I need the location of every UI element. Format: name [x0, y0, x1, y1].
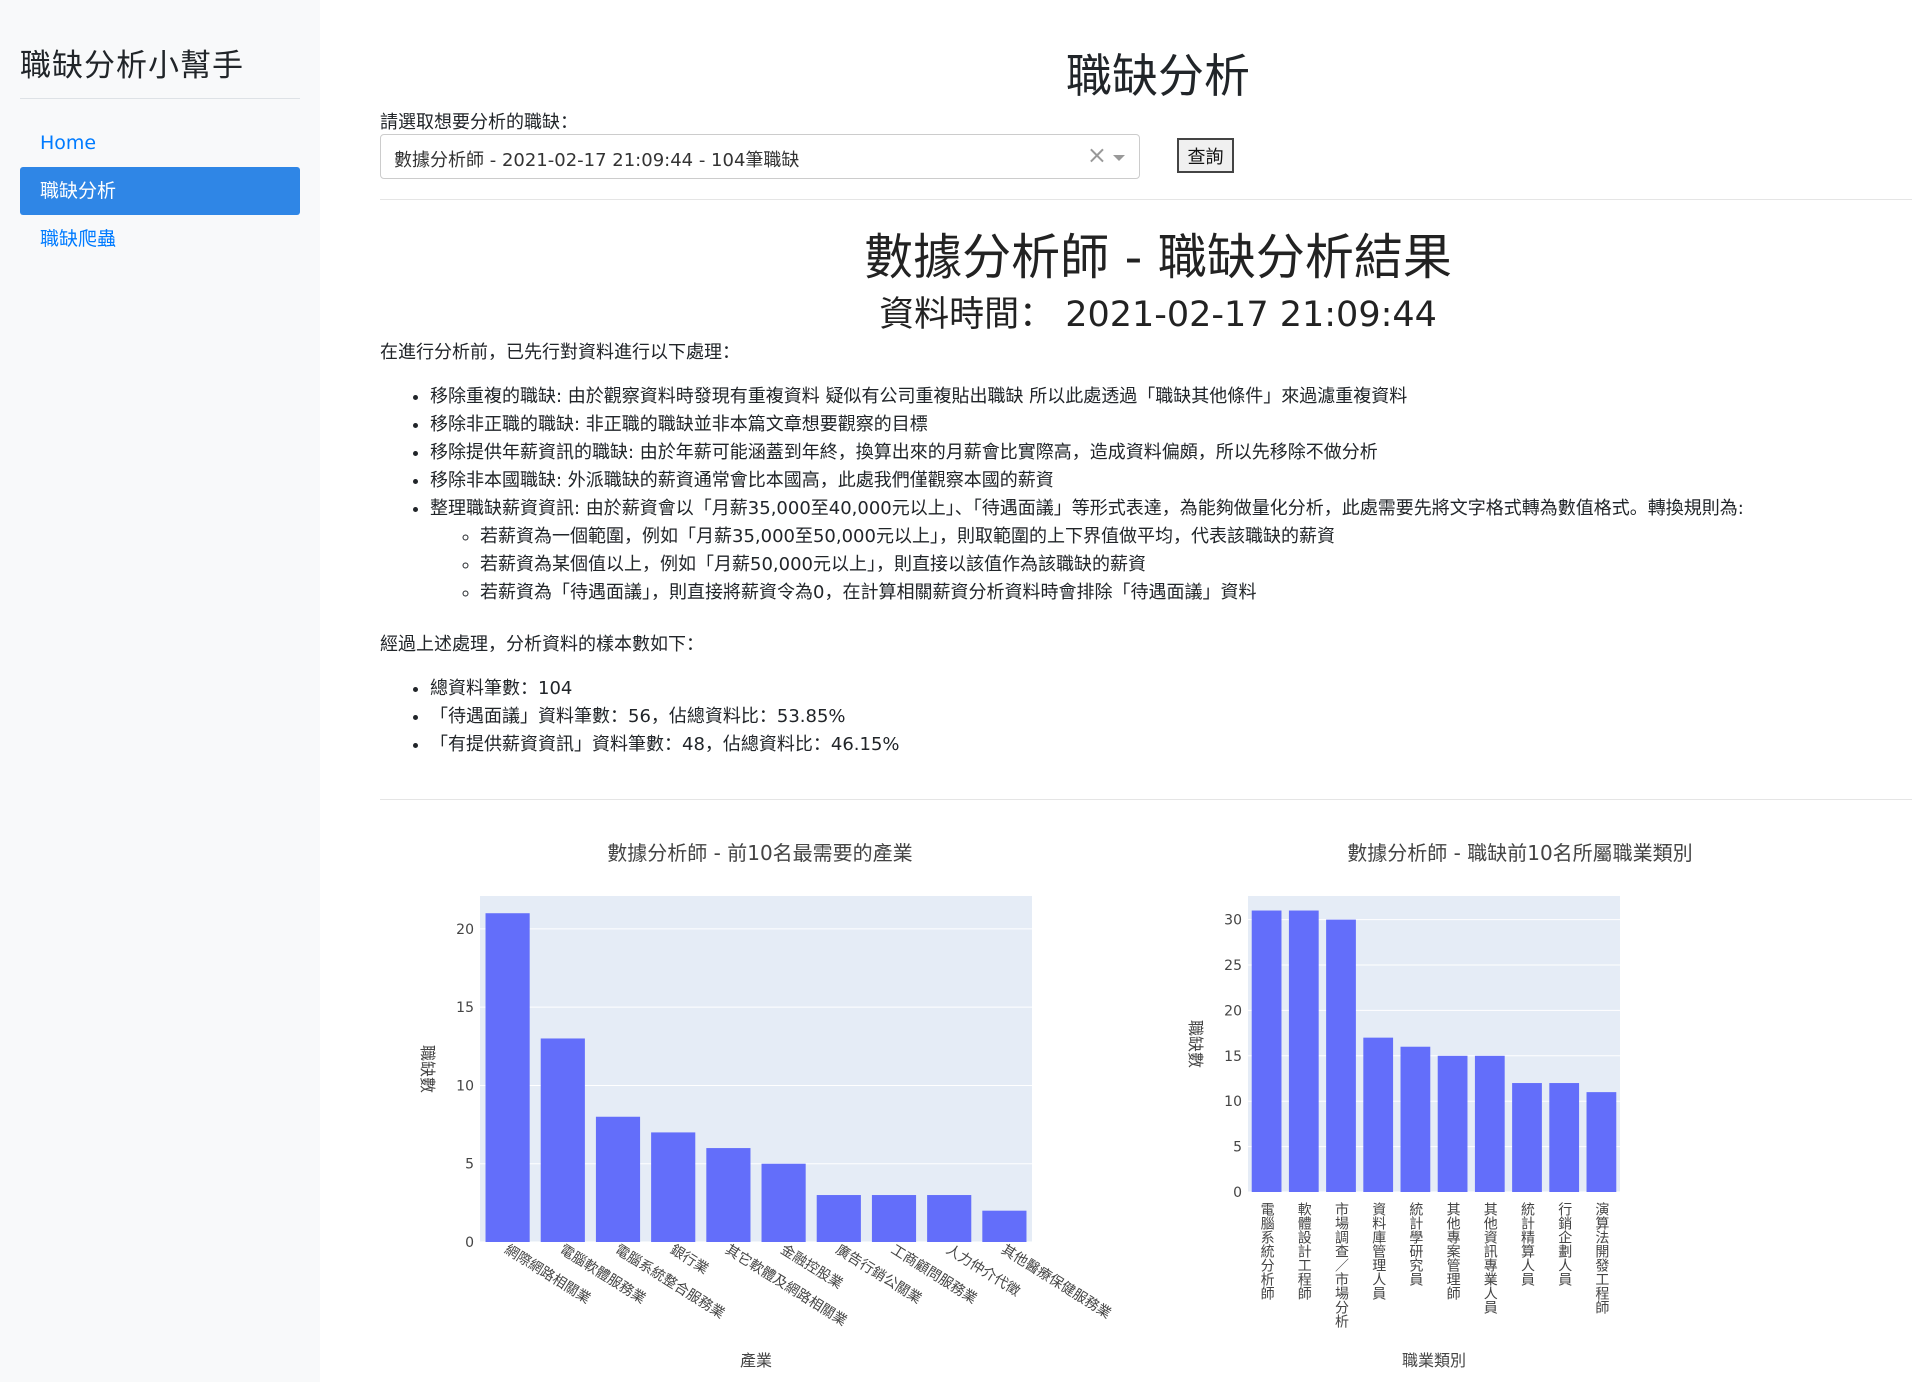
bar — [706, 1148, 751, 1242]
bar — [485, 913, 530, 1242]
sidebar-item-job-crawler[interactable]: 職缺爬蟲 — [40, 228, 117, 250]
x-tick-label: 其他資訊專業人員 — [1482, 1202, 1498, 1314]
sidebar-item-job-analysis[interactable]: 職缺分析 — [20, 167, 300, 215]
x-axis-label: 職業類別 — [1402, 1351, 1466, 1370]
x-tick-label: 資料庫管理人員 — [1370, 1202, 1386, 1300]
page-title: 職缺分析 — [1066, 49, 1250, 103]
y-tick-label: 20 — [456, 922, 474, 938]
x-tick-label: 市場調查／市場分析 — [1333, 1201, 1349, 1328]
list-item: 移除非本國職缺: 外派職缺的薪資通常會比本國高，此處我們僅觀察本國的薪資 — [430, 467, 1744, 495]
y-tick-label: 10 — [456, 1078, 474, 1094]
sidebar: 職缺分析小幫手 Home 職缺分析 職缺爬蟲 — [0, 0, 320, 1382]
intro-text: 在進行分析前，已先行對資料進行以下處理： — [380, 342, 740, 363]
bar — [1512, 1083, 1542, 1192]
y-tick-label: 30 — [1224, 913, 1242, 929]
job-select-value: 數據分析師 - 2021-02-17 21:09:44 - 104筆職缺 — [394, 150, 800, 171]
bar — [1586, 1092, 1617, 1192]
list-item: 移除提供年薪資訊的職缺: 由於年薪可能涵蓋到年終，換算出來的月薪會比實際高，造成… — [430, 439, 1744, 467]
y-tick-label: 15 — [1224, 1049, 1242, 1065]
y-axis-label: 職缺數 — [418, 1045, 437, 1093]
bar — [1400, 1046, 1431, 1192]
x-axis-label: 產業 — [740, 1351, 772, 1370]
bar — [816, 1195, 861, 1242]
bar — [1288, 910, 1319, 1192]
bar — [761, 1163, 806, 1242]
bar — [595, 1116, 641, 1242]
conversion-rules-list: 若薪資為一個範圍，例如「月薪35,000至50,000元以上」，則取範圍的上下界… — [480, 523, 1744, 607]
bar — [1326, 919, 1356, 1192]
clear-icon[interactable]: × — [1086, 141, 1107, 169]
y-tick-label: 5 — [1233, 1140, 1242, 1156]
x-tick-label: 銀行業 — [667, 1242, 711, 1278]
list-item: 整理職缺薪資資訊: 由於薪資會以「月薪35,000至40,000元以上」、「待遇… — [430, 495, 1744, 603]
x-tick-label: 統計精算人員 — [1519, 1202, 1535, 1286]
bar — [1437, 1055, 1468, 1192]
y-tick-label: 0 — [1233, 1185, 1242, 1201]
bar — [1251, 910, 1282, 1192]
main-content: 職缺分析 請選取想要分析的職缺： 數據分析師 - 2021-02-17 21:0… — [380, 0, 1912, 1382]
list-item: 「有提供薪資資訊」資料筆數：48，佔總資料比：46.15% — [430, 731, 900, 759]
x-tick-label: 行銷企劃人員 — [1556, 1202, 1572, 1286]
processing-steps-list: 移除重複的職缺: 由於觀察資料時發現有重複資料 疑似有公司重複貼出職缺 所以此處… — [430, 383, 1744, 603]
x-tick-label: 統計學研究員 — [1407, 1202, 1423, 1286]
bar — [927, 1195, 972, 1242]
query-button[interactable]: 查詢 — [1177, 138, 1234, 173]
bar — [982, 1210, 1027, 1242]
list-item: 若薪資為某個值以上，例如「月薪50,000元以上」，則直接以該值作為該職缺的薪資 — [480, 551, 1744, 579]
bar — [1549, 1083, 1580, 1192]
list-item-text: 整理職缺薪資資訊: 由於薪資會以「月薪35,000至40,000元以上」、「待遇… — [430, 498, 1744, 519]
brand-title: 職缺分析小幫手 — [20, 0, 300, 99]
divider — [380, 799, 1912, 800]
y-tick-label: 0 — [465, 1235, 474, 1251]
bar — [540, 1038, 585, 1242]
chevron-down-icon[interactable] — [1113, 155, 1125, 161]
bar — [1363, 1037, 1394, 1192]
list-item: 若薪資為「待遇面議」，則直接將薪資令為0，在計算相關薪資分析資料時會排除「待遇面… — [480, 579, 1744, 607]
job-select-dropdown[interactable]: 數據分析師 - 2021-02-17 21:09:44 - 104筆職缺 × — [380, 134, 1140, 179]
x-tick-label: 軟體設計工程師 — [1296, 1202, 1312, 1300]
list-item: 「待遇面議」資料筆數：56，佔總資料比：53.85% — [430, 703, 900, 731]
x-tick-label: 其他專案管理師 — [1445, 1202, 1461, 1300]
bar — [651, 1132, 696, 1242]
y-tick-label: 5 — [465, 1157, 474, 1173]
y-tick-label: 15 — [456, 1000, 474, 1016]
sidebar-item-home[interactable]: Home — [40, 132, 97, 154]
sidebar-nav: Home 職缺分析 職缺爬蟲 — [20, 119, 300, 263]
x-tick-label: 演算法開發工程師 — [1593, 1202, 1609, 1314]
divider — [380, 199, 1912, 200]
result-title: 數據分析師 - 職缺分析結果 — [864, 229, 1452, 286]
sample-intro-text: 經過上述處理，分析資料的樣本數如下： — [380, 634, 704, 655]
x-tick-label: 電腦系統分析師 — [1259, 1202, 1275, 1300]
list-item: 移除非正職的職缺: 非正職的職缺並非本篇文章想要觀察的目標 — [430, 411, 1744, 439]
chart-title-category: 數據分析師 - 職缺前10名所屬職業類別 — [1347, 841, 1693, 865]
chart-title-industry: 數據分析師 - 前10名最需要的產業 — [607, 841, 913, 865]
y-tick-label: 10 — [1224, 1094, 1242, 1110]
y-tick-label: 20 — [1224, 1003, 1242, 1019]
list-item: 若薪資為一個範圍，例如「月薪35,000至50,000元以上」，則取範圍的上下界… — [480, 523, 1744, 551]
job-select-label: 請選取想要分析的職缺： — [380, 112, 578, 133]
list-item: 總資料筆數：104 — [430, 675, 900, 703]
bar — [1474, 1055, 1505, 1192]
y-tick-label: 25 — [1224, 958, 1242, 974]
category-bar-chart: 0 5 10 15 20 25 30 電腦系統分析師 軟體設計工程師 市場調查／市場分析 資料庫管理… — [1186, 896, 1620, 1370]
list-item: 移除重複的職缺: 由於觀察資料時發現有重複資料 疑似有公司重複貼出職缺 所以此處… — [430, 383, 1744, 411]
y-axis-label: 職缺數 — [1186, 1020, 1205, 1068]
data-time: 資料時間： 2021-02-17 21:09:44 — [879, 295, 1437, 335]
sample-counts-list: 總資料筆數：104 「待遇面議」資料筆數：56，佔總資料比：53.85% 「有提… — [430, 675, 900, 759]
bar — [871, 1195, 917, 1242]
